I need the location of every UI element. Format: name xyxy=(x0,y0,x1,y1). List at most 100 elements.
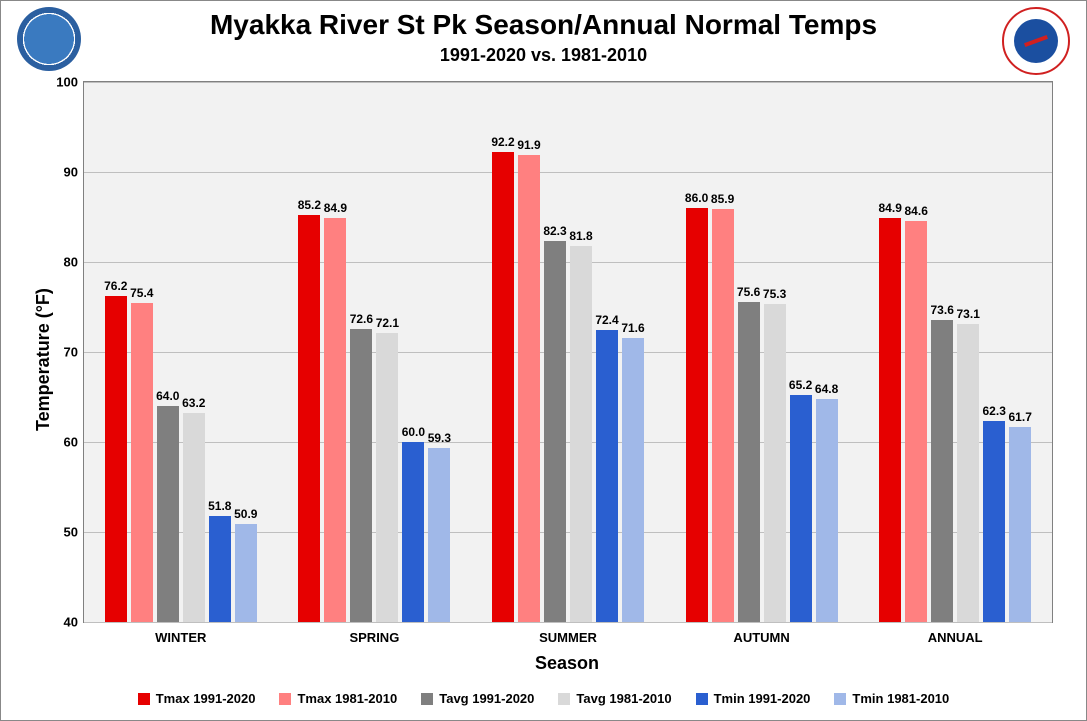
bar xyxy=(518,155,540,622)
y-tick-label: 60 xyxy=(64,435,84,450)
x-tick-label: WINTER xyxy=(155,630,206,645)
bar-value-label: 59.3 xyxy=(428,431,451,445)
bar-value-label: 60.0 xyxy=(402,425,425,439)
bar-value-label: 92.2 xyxy=(491,135,514,149)
bar-value-label: 85.9 xyxy=(711,192,734,206)
bar xyxy=(428,448,450,622)
chart-title: Myakka River St Pk Season/Annual Normal … xyxy=(1,9,1086,41)
bar xyxy=(686,208,708,622)
legend-item: Tmax 1981-2010 xyxy=(279,691,397,706)
y-axis-label: Temperature (°F) xyxy=(33,288,54,431)
legend-swatch-icon xyxy=(279,693,291,705)
bar xyxy=(235,524,257,622)
bar xyxy=(764,304,786,622)
bar-value-label: 84.9 xyxy=(879,201,902,215)
bar xyxy=(712,209,734,622)
bar xyxy=(209,516,231,622)
x-tick-label: SUMMER xyxy=(539,630,597,645)
y-tick-label: 70 xyxy=(64,345,84,360)
bar-value-label: 91.9 xyxy=(517,138,540,152)
bar-value-label: 51.8 xyxy=(208,499,231,513)
bar xyxy=(1009,427,1031,622)
bar-value-label: 62.3 xyxy=(983,404,1006,418)
chart-frame: Myakka River St Pk Season/Annual Normal … xyxy=(0,0,1087,721)
bar-value-label: 61.7 xyxy=(1009,410,1032,424)
bar-value-label: 72.4 xyxy=(595,313,618,327)
legend-swatch-icon xyxy=(834,693,846,705)
bar xyxy=(183,413,205,622)
bar-value-label: 50.9 xyxy=(234,507,257,521)
legend-item: Tavg 1991-2020 xyxy=(421,691,534,706)
bar xyxy=(738,302,760,622)
bar-value-label: 84.9 xyxy=(324,201,347,215)
bar xyxy=(157,406,179,622)
bar xyxy=(879,218,901,622)
gridline xyxy=(84,622,1052,623)
bar-value-label: 72.6 xyxy=(350,312,373,326)
x-tick-label: ANNUAL xyxy=(928,630,983,645)
bar xyxy=(544,241,566,622)
chart-subtitle: 1991-2020 vs. 1981-2010 xyxy=(1,45,1086,66)
bar xyxy=(596,330,618,622)
bar xyxy=(376,333,398,622)
y-tick-label: 90 xyxy=(64,165,84,180)
bar xyxy=(324,218,346,622)
bar xyxy=(492,152,514,622)
legend: Tmax 1991-2020 Tmax 1981-2010 Tavg 1991-20… xyxy=(1,691,1086,706)
bar xyxy=(570,246,592,622)
bar-value-label: 65.2 xyxy=(789,378,812,392)
bar xyxy=(402,442,424,622)
bar xyxy=(983,421,1005,622)
bar-value-label: 73.1 xyxy=(957,307,980,321)
gridline xyxy=(84,82,1052,83)
bar-value-label: 64.0 xyxy=(156,389,179,403)
bar xyxy=(957,324,979,622)
bar xyxy=(131,303,153,622)
legend-label: Tmin 1991-2020 xyxy=(714,691,811,706)
legend-item: Tavg 1981-2010 xyxy=(558,691,671,706)
x-axis-label: Season xyxy=(83,653,1051,674)
legend-swatch-icon xyxy=(558,693,570,705)
legend-swatch-icon xyxy=(421,693,433,705)
x-tick-label: SPRING xyxy=(349,630,399,645)
bar-value-label: 73.6 xyxy=(931,303,954,317)
bar-value-label: 76.2 xyxy=(104,279,127,293)
bar xyxy=(905,221,927,622)
bar-value-label: 84.6 xyxy=(905,204,928,218)
y-tick-label: 40 xyxy=(64,615,84,630)
bar-value-label: 75.6 xyxy=(737,285,760,299)
bar-value-label: 72.1 xyxy=(376,316,399,330)
gridline xyxy=(84,172,1052,173)
legend-swatch-icon xyxy=(138,693,150,705)
bar-value-label: 82.3 xyxy=(543,224,566,238)
bar xyxy=(622,338,644,622)
bar-value-label: 85.2 xyxy=(298,198,321,212)
legend-label: Tmax 1981-2010 xyxy=(297,691,397,706)
bar-value-label: 64.8 xyxy=(815,382,838,396)
y-tick-label: 50 xyxy=(64,525,84,540)
y-tick-label: 80 xyxy=(64,255,84,270)
legend-item: Tmin 1981-2010 xyxy=(834,691,949,706)
legend-label: Tmin 1981-2010 xyxy=(852,691,949,706)
plot-area: 405060708090100WINTER76.275.464.063.251.… xyxy=(83,81,1053,623)
bar-value-label: 63.2 xyxy=(182,396,205,410)
legend-item: Tmin 1991-2020 xyxy=(696,691,811,706)
y-tick-label: 100 xyxy=(56,75,84,90)
bar-value-label: 71.6 xyxy=(621,321,644,335)
bar xyxy=(350,329,372,622)
x-tick-label: AUTUMN xyxy=(733,630,789,645)
legend-swatch-icon xyxy=(696,693,708,705)
bar-value-label: 86.0 xyxy=(685,191,708,205)
bar xyxy=(816,399,838,622)
legend-label: Tavg 1991-2020 xyxy=(439,691,534,706)
legend-item: Tmax 1991-2020 xyxy=(138,691,256,706)
bar-value-label: 75.4 xyxy=(130,286,153,300)
bar-value-label: 81.8 xyxy=(569,229,592,243)
legend-label: Tavg 1981-2010 xyxy=(576,691,671,706)
bar xyxy=(298,215,320,622)
bar xyxy=(790,395,812,622)
legend-label: Tmax 1991-2020 xyxy=(156,691,256,706)
bar-value-label: 75.3 xyxy=(763,287,786,301)
bar xyxy=(931,320,953,622)
bar xyxy=(105,296,127,622)
